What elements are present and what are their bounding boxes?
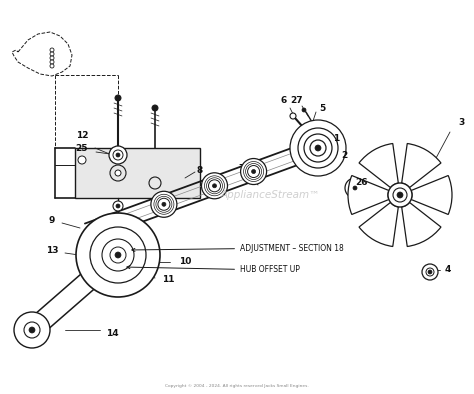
Circle shape bbox=[422, 264, 438, 280]
Circle shape bbox=[310, 140, 326, 156]
Circle shape bbox=[116, 153, 120, 157]
Text: 11: 11 bbox=[162, 275, 174, 284]
Circle shape bbox=[50, 48, 54, 52]
Circle shape bbox=[302, 108, 306, 112]
Wedge shape bbox=[411, 175, 452, 214]
Text: 25: 25 bbox=[76, 143, 88, 152]
Circle shape bbox=[78, 156, 86, 164]
Circle shape bbox=[426, 268, 434, 276]
Circle shape bbox=[151, 191, 177, 217]
Circle shape bbox=[158, 198, 170, 210]
Text: Copyright © 2004 - 2024. All rights reserved Jacks Small Engines.: Copyright © 2004 - 2024. All rights rese… bbox=[165, 384, 309, 388]
Circle shape bbox=[201, 173, 228, 199]
Circle shape bbox=[152, 105, 158, 111]
Circle shape bbox=[90, 227, 146, 283]
Text: 5: 5 bbox=[319, 104, 325, 113]
Circle shape bbox=[212, 184, 217, 188]
Text: 9: 9 bbox=[49, 216, 55, 225]
Circle shape bbox=[110, 247, 126, 263]
Wedge shape bbox=[359, 203, 398, 247]
Circle shape bbox=[428, 270, 432, 274]
Circle shape bbox=[50, 64, 54, 68]
Circle shape bbox=[350, 183, 360, 193]
Text: 13: 13 bbox=[46, 245, 58, 255]
Circle shape bbox=[116, 204, 120, 208]
Circle shape bbox=[14, 312, 50, 348]
Circle shape bbox=[353, 186, 357, 190]
Circle shape bbox=[113, 255, 123, 265]
Circle shape bbox=[149, 177, 161, 189]
Circle shape bbox=[252, 169, 255, 173]
Circle shape bbox=[290, 120, 346, 176]
Text: 8: 8 bbox=[197, 165, 203, 175]
Circle shape bbox=[102, 239, 134, 271]
Circle shape bbox=[113, 259, 123, 269]
Text: 2: 2 bbox=[341, 151, 347, 160]
Text: 7: 7 bbox=[239, 164, 245, 173]
Text: ADJUSTMENT – SECTION 18: ADJUSTMENT – SECTION 18 bbox=[132, 243, 344, 253]
Circle shape bbox=[115, 170, 121, 176]
Wedge shape bbox=[359, 143, 398, 188]
Bar bbox=[75, 148, 200, 198]
Wedge shape bbox=[401, 203, 441, 247]
Circle shape bbox=[315, 145, 321, 151]
Circle shape bbox=[345, 178, 365, 198]
Circle shape bbox=[241, 158, 266, 184]
Circle shape bbox=[162, 202, 166, 206]
Circle shape bbox=[50, 52, 54, 56]
Circle shape bbox=[247, 165, 260, 178]
Circle shape bbox=[113, 250, 123, 260]
Circle shape bbox=[115, 95, 121, 101]
Wedge shape bbox=[401, 143, 441, 188]
Text: 27: 27 bbox=[291, 95, 303, 104]
Text: 10: 10 bbox=[179, 258, 191, 266]
Text: 3: 3 bbox=[459, 117, 465, 126]
Circle shape bbox=[393, 188, 407, 202]
Circle shape bbox=[113, 201, 123, 211]
Circle shape bbox=[50, 56, 54, 60]
Circle shape bbox=[388, 183, 412, 207]
Text: 12: 12 bbox=[76, 130, 88, 139]
Circle shape bbox=[110, 165, 126, 181]
Circle shape bbox=[115, 252, 121, 258]
Circle shape bbox=[113, 245, 123, 255]
Text: ApplianceStream™: ApplianceStream™ bbox=[220, 190, 320, 200]
Text: 1: 1 bbox=[333, 134, 339, 143]
Circle shape bbox=[209, 180, 220, 192]
Text: HUB OFFSET UP: HUB OFFSET UP bbox=[127, 266, 300, 275]
Circle shape bbox=[24, 322, 40, 338]
Circle shape bbox=[290, 113, 296, 119]
Text: 14: 14 bbox=[106, 329, 118, 338]
Circle shape bbox=[397, 192, 403, 198]
Text: 4: 4 bbox=[445, 266, 451, 275]
Circle shape bbox=[29, 327, 35, 333]
Circle shape bbox=[109, 146, 127, 164]
Circle shape bbox=[298, 128, 338, 168]
Circle shape bbox=[50, 60, 54, 64]
Circle shape bbox=[113, 150, 123, 160]
Circle shape bbox=[304, 134, 332, 162]
Wedge shape bbox=[348, 175, 389, 214]
Text: 6: 6 bbox=[281, 95, 287, 104]
Text: 26: 26 bbox=[356, 178, 368, 186]
Circle shape bbox=[76, 213, 160, 297]
